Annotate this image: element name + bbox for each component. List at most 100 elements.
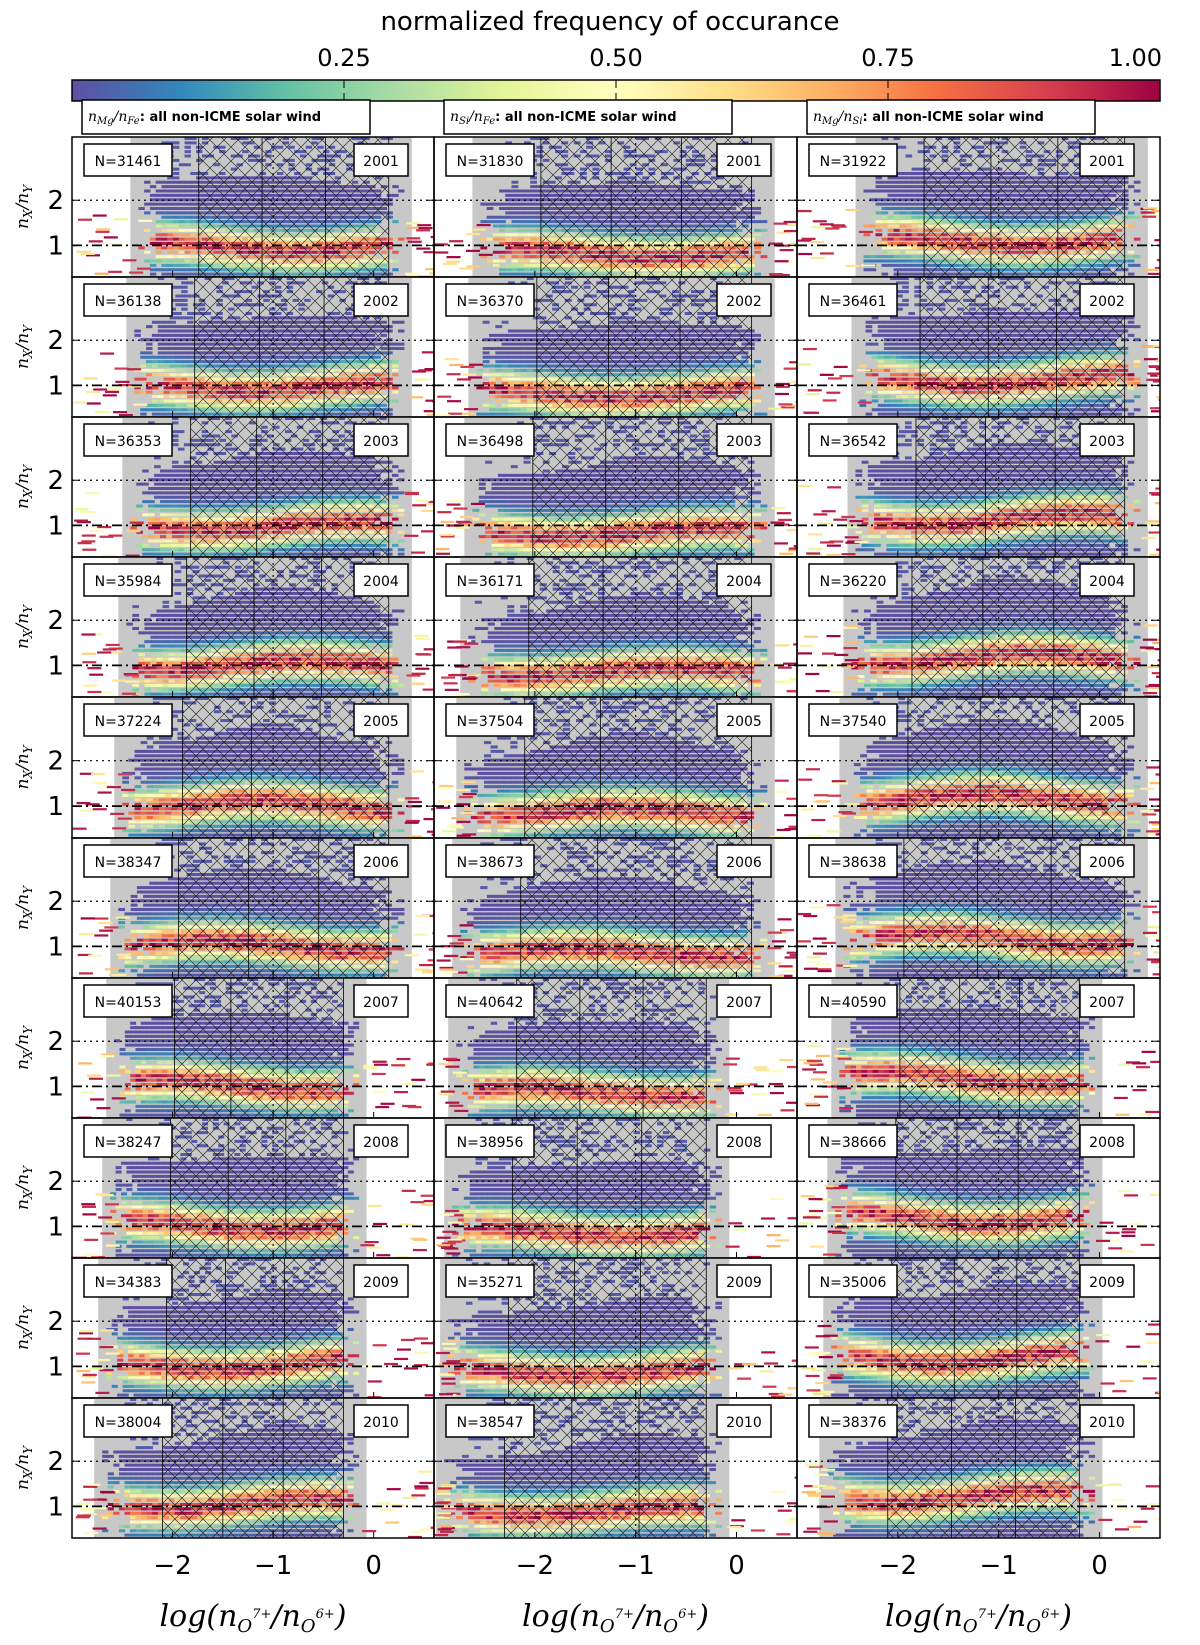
heatmap-cell (482, 355, 490, 359)
heatmap-cell (397, 329, 405, 333)
heatmap-cell (911, 220, 919, 224)
heatmap-cell (514, 351, 522, 355)
heatmap-cell (501, 347, 509, 351)
heatmap-cell (526, 333, 534, 337)
sparse-cell (1156, 258, 1160, 262)
heatmap-cell (482, 412, 490, 416)
heatmap-cell (917, 172, 925, 176)
heatmap-cell (161, 198, 168, 202)
heatmap-cell (875, 220, 883, 224)
heatmap-cell (190, 215, 197, 219)
heatmap-cell (911, 250, 919, 254)
heatmap-cell (530, 255, 538, 259)
heatmap-cell (178, 189, 186, 193)
heatmap-cell (190, 246, 197, 250)
sparse-cell (810, 240, 825, 244)
heatmap-cell (169, 325, 176, 329)
heatmap-cell (151, 364, 159, 368)
heatmap-cell (169, 360, 176, 364)
heatmap-cell (899, 242, 907, 246)
heatmap-cell (526, 277, 534, 281)
heatmap-cell (492, 259, 500, 263)
sparse-cell (434, 243, 449, 246)
heatmap-cell (507, 281, 515, 285)
heatmap-cell (157, 399, 165, 403)
heatmap-cell (175, 277, 182, 281)
sparse-cell (858, 230, 873, 234)
heatmap-cell (917, 220, 925, 224)
heatmap-cell (161, 272, 168, 276)
heatmap-cell (911, 263, 919, 267)
heatmap-cell (151, 368, 159, 372)
heatmap-cell (536, 185, 544, 189)
heatmap-cell (536, 272, 544, 276)
heatmap-cell (754, 250, 762, 254)
heatmap-cell (887, 224, 895, 228)
heatmap-cell (881, 255, 889, 259)
heatmap-cell (140, 364, 147, 368)
heatmap-cell (507, 403, 515, 407)
heatmap-cell (875, 211, 883, 215)
heatmap-cell (917, 233, 925, 237)
heatmap-cell (172, 172, 180, 176)
heatmap-cell (187, 347, 194, 351)
heatmap-cell (386, 386, 393, 390)
heatmap-cell (492, 224, 500, 228)
panel-2001-col3: N=31922 2001 (796, 136, 1161, 278)
heatmap-cell (486, 207, 494, 211)
sparse-cell (775, 288, 789, 290)
heatmap-cell (517, 193, 525, 197)
sparse-cell (95, 419, 109, 421)
heatmap-cell (140, 355, 147, 359)
heatmap-cell (157, 395, 165, 399)
heatmap-cell (511, 180, 519, 184)
sparse-cell (1147, 272, 1160, 275)
heatmap-cell (911, 255, 919, 259)
heatmap-cell (530, 242, 538, 246)
sparse-cell (1157, 275, 1160, 277)
heatmap-cell (187, 294, 194, 298)
heatmap-cell (911, 237, 919, 241)
heatmap-cell (178, 215, 186, 219)
heatmap-cell (520, 382, 528, 386)
heatmap-cell (480, 220, 488, 224)
heatmap-cell (887, 215, 895, 219)
heatmap-cell (520, 368, 528, 372)
heatmap-cell (517, 272, 525, 276)
heatmap-cell (530, 237, 538, 241)
heatmap-cell (157, 325, 165, 329)
heatmap-cell (881, 220, 889, 224)
heatmap-cell (893, 268, 901, 272)
heatmap-cell (184, 224, 191, 228)
heatmap-cell (149, 198, 157, 202)
heatmap-cell (899, 211, 907, 215)
heatmap-cell (172, 193, 180, 197)
heatmap-cell (181, 373, 188, 377)
heatmap-cell (499, 220, 506, 224)
heatmap-cell (511, 233, 519, 237)
sparse-cell (1142, 215, 1157, 218)
heatmap-cell (514, 377, 522, 381)
heatmap-cell (190, 263, 197, 267)
heatmap-cell (517, 237, 525, 241)
heatmap-cell (149, 237, 157, 241)
heatmap-cell (149, 193, 157, 197)
heatmap-cell (169, 351, 176, 355)
heatmap-cell (1127, 224, 1135, 228)
heatmap-cell (917, 263, 925, 267)
heatmap-cell (905, 154, 913, 158)
heatmap-cell (530, 189, 538, 193)
heatmap-cell (911, 246, 919, 250)
heatmap-cell (482, 403, 490, 407)
heatmap-cell (499, 233, 506, 237)
heatmap-cell (511, 224, 519, 228)
heatmap-cell (754, 246, 762, 250)
heatmap-cell (151, 355, 159, 359)
heatmap-cell (863, 255, 871, 259)
heatmap-cell (917, 202, 925, 206)
heatmap-cell (187, 329, 194, 333)
year-label: 2002 (363, 294, 399, 310)
heatmap-cell (184, 145, 191, 149)
heatmap-cell (480, 202, 488, 206)
heatmap-cell (167, 193, 174, 197)
